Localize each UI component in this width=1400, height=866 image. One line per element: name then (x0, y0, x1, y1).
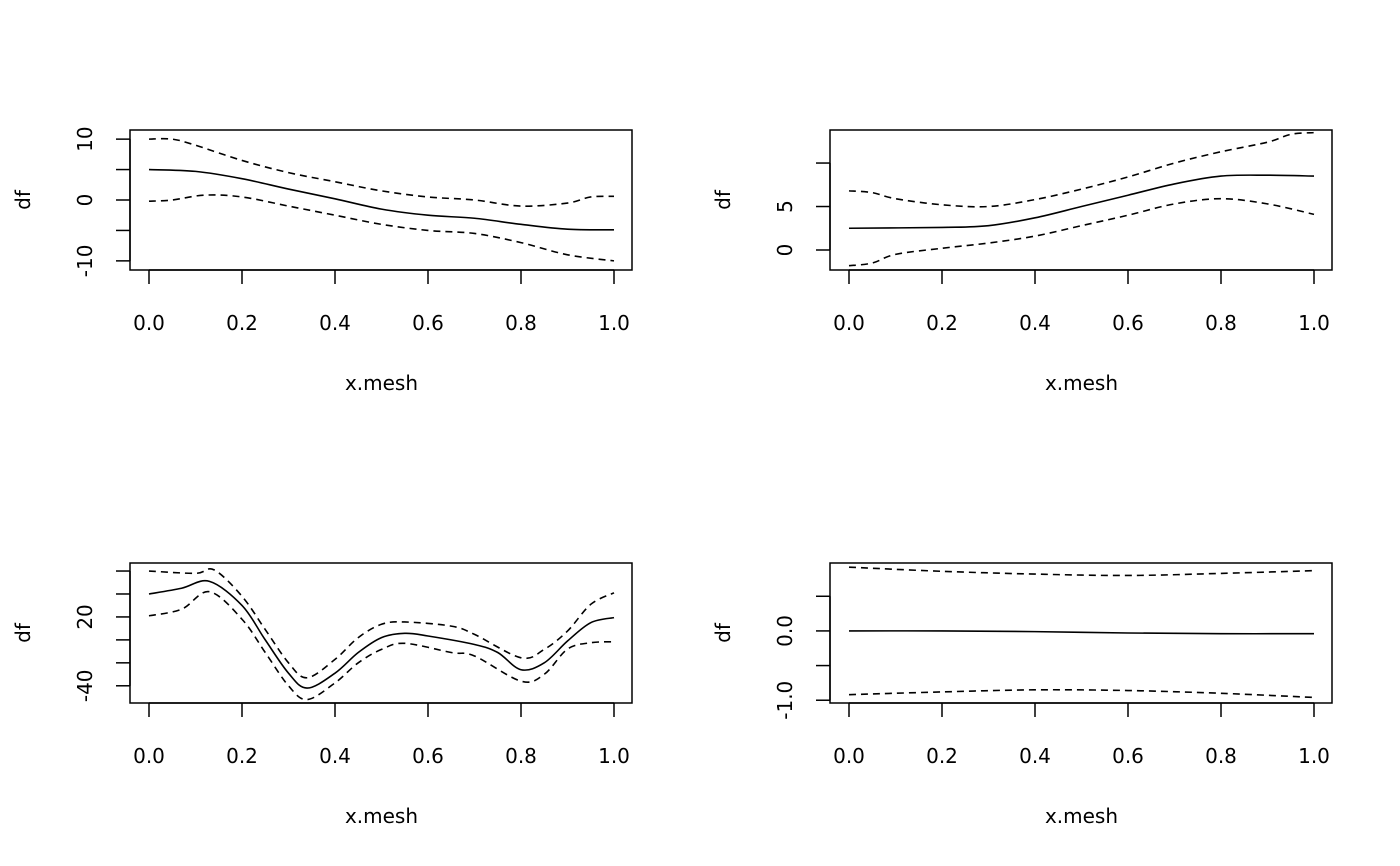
y-axis-label: df (711, 189, 735, 210)
y-tick-label: 10 (73, 126, 97, 151)
x-tick-label: 0.2 (226, 744, 258, 768)
plot-box (129, 129, 633, 271)
estimate-line (848, 630, 1315, 635)
x-tick-label: 0.4 (319, 311, 351, 335)
x-tick-label: 0.8 (505, 744, 537, 768)
x-tick-label: 0.8 (505, 311, 537, 335)
y-tick-label: -40 (73, 669, 97, 702)
estimate-line (148, 168, 615, 231)
confidence-band-line (148, 567, 615, 679)
panel-4: 0.0 0.2 0.4 0.6 0.8 1.0 -1.0 0.0 x.mesh df (711, 562, 1333, 828)
plot-box (129, 562, 633, 704)
y-axis-label: df (711, 622, 735, 643)
plot-box (829, 129, 1333, 271)
x-tick-label: 0.8 (1205, 744, 1237, 768)
y-tick-label: 5 (773, 200, 797, 213)
y-tick-label: 20 (73, 604, 97, 629)
x-tick-label: 0.2 (926, 311, 958, 335)
x-tick-label: 0.0 (833, 744, 865, 768)
y-tick-label: 0 (73, 194, 97, 207)
confidence-band-line (848, 131, 1315, 208)
x-tick-label: 0.4 (319, 744, 351, 768)
x-tick-label: 0.6 (1112, 311, 1144, 335)
x-axis-label: x.mesh (1045, 804, 1118, 828)
confidence-band-line (848, 197, 1315, 267)
y-axis-label: df (11, 189, 35, 210)
confidence-band-line (148, 590, 615, 701)
x-tick-label: 0.6 (1112, 744, 1144, 768)
y-axis-label: df (11, 622, 35, 643)
x-tick-label: 0.4 (1019, 744, 1051, 768)
x-tick-label: 0.4 (1019, 311, 1051, 335)
x-tick-label: 0.2 (926, 744, 958, 768)
y-tick-label: -10 (73, 245, 97, 278)
x-tick-label: 0.8 (1205, 311, 1237, 335)
confidence-band-line (148, 194, 615, 262)
x-axis-label: x.mesh (345, 804, 418, 828)
x-tick-label: 0.6 (412, 744, 444, 768)
y-tick-label: 0.0 (773, 615, 797, 647)
y-tick-label: -1.0 (773, 681, 797, 720)
y-tick-label: 0 (773, 244, 797, 257)
confidence-band-line (848, 688, 1315, 699)
x-tick-label: 1.0 (1298, 744, 1330, 768)
x-tick-label: 0.0 (133, 744, 165, 768)
x-tick-label: 0.0 (833, 311, 865, 335)
x-tick-label: 0.2 (226, 311, 258, 335)
x-tick-label: 0.6 (412, 311, 444, 335)
x-axis-label: x.mesh (1045, 371, 1118, 395)
panel-2: 0.0 0.2 0.4 0.6 0.8 1.0 0 5 x.mesh df (711, 129, 1333, 395)
confidence-band-line (848, 566, 1315, 577)
x-axis-label: x.mesh (345, 371, 418, 395)
x-tick-label: 1.0 (1298, 311, 1330, 335)
confidence-band-line (148, 137, 615, 207)
estimate-line (848, 174, 1315, 230)
panel-1: 0.0 0.2 0.4 0.6 0.8 1.0 -10 0 10 x.mesh df (11, 126, 633, 395)
x-tick-label: 1.0 (598, 744, 630, 768)
estimate-line (148, 579, 615, 689)
x-tick-label: 1.0 (598, 311, 630, 335)
panel-3: 0.0 0.2 0.4 0.6 0.8 1.0 -40 20 x.mesh df (11, 562, 633, 828)
x-tick-label: 0.0 (133, 311, 165, 335)
